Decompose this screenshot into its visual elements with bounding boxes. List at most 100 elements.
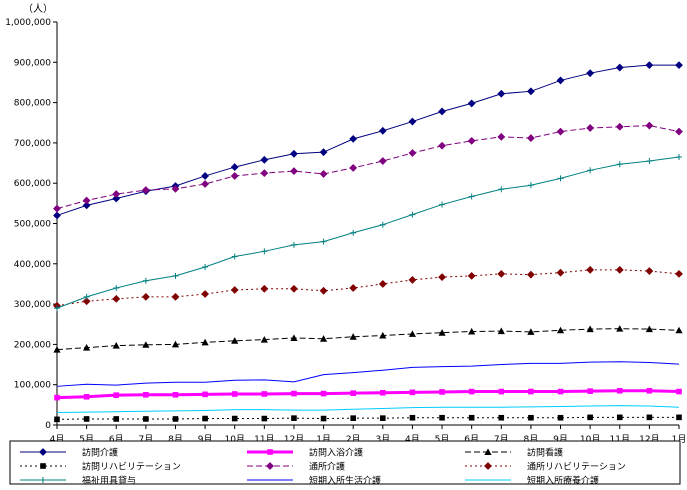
data-point [467,271,476,280]
legend-label: 短期入所生活介護 [309,475,381,487]
x-tick-label: 6月 [464,434,479,445]
y-unit-label: （人） [23,3,53,15]
data-point [498,388,505,395]
y-tick-label: 1,000,000 [5,18,51,28]
data-point [615,63,624,72]
data-point [350,415,356,421]
data-point [527,182,534,189]
data-point [378,280,387,288]
legend-item[interactable]: 福祉用具貸与 [20,475,136,487]
data-point [230,172,239,180]
data-point [587,167,594,174]
data-point [557,175,564,182]
legend-item[interactable]: 短期入所生活介護 [247,475,381,487]
legend-item[interactable]: 訪問リハビリテーション [20,461,181,473]
data-point [497,132,506,141]
x-tick-label: 7月 [138,434,153,445]
x-tick-label: 4月 [405,434,420,445]
data-point [675,269,683,278]
data-point [408,330,417,337]
data-point [526,134,535,142]
data-point [556,268,565,277]
series-訪問入浴介護 [54,387,682,401]
series-短期入所生活介護 [56,361,680,387]
x-tick-label: 9月 [198,434,213,445]
data-point [83,293,90,300]
legend-label: 福祉用具貸与 [82,475,136,487]
data-point [468,388,475,395]
data-point [320,238,327,245]
data-point [290,167,298,176]
series-通所リハビリテーション [53,265,683,310]
data-point [676,414,682,421]
legend-box [9,440,681,485]
legend-item[interactable]: 短期入所療養介護 [465,475,599,487]
data-point [143,416,149,422]
data-point [83,344,91,351]
x-tick-label: 11月 [610,434,630,445]
data-point [646,158,653,165]
data-point [676,388,682,395]
series-短期入所療養介護 [56,405,680,414]
data-point [231,337,239,344]
data-point [172,416,179,422]
x-tick-label: 12月 [284,434,304,445]
data-point [438,141,446,150]
y-tick-label: 400,000 [14,260,51,270]
data-point [54,394,60,401]
data-point [261,391,268,397]
data-point [230,163,239,171]
data-point [616,387,623,394]
data-point [409,389,416,396]
legend-item[interactable]: 訪問介護 [20,447,118,459]
data-point [320,390,327,397]
legend-label: 短期入所療養介護 [527,475,599,487]
data-point [468,414,475,421]
data-point [113,284,120,291]
series-訪問リハビリテーション [54,414,682,423]
data-point [498,414,505,421]
data-point [231,391,238,397]
data-point [40,477,46,483]
series-line [56,64,679,216]
series-line [56,389,680,400]
legend-label: 通所介護 [309,461,345,473]
data-point [408,149,417,157]
y-tick-label: 100,000 [14,381,51,391]
legend-item[interactable]: 訪問入浴介護 [247,447,363,459]
y-tick-label: 200,000 [14,340,51,350]
series-通所介護 [53,121,683,213]
data-point [201,180,210,188]
x-tick-label: 1月 [316,434,331,445]
data-point [260,169,269,178]
legend-item[interactable]: 通所介護 [247,461,345,473]
legend-item[interactable]: 通所リハビリテーション [465,462,626,473]
data-point [409,211,416,218]
data-point [379,331,387,339]
x-tick-label: 4月 [50,434,65,445]
data-point [587,414,593,421]
data-point [142,341,150,348]
data-point [82,201,91,210]
data-point [467,99,476,108]
data-point [53,211,61,220]
x-tick-label: 12月 [639,434,659,445]
data-point [378,126,387,135]
data-point [261,248,268,255]
data-point [616,414,623,421]
data-point [438,107,446,116]
data-point [616,325,624,332]
series-line [56,405,680,414]
data-point [439,414,445,421]
legend-item[interactable]: 訪問看護 [465,447,563,459]
series-訪問介護 [53,61,683,220]
x-tick-label: 1月 [672,434,687,445]
data-point [141,186,150,194]
data-point [230,286,239,294]
series-訪問看護 [53,325,683,353]
data-point [468,193,475,200]
data-point [350,229,357,236]
data-point [266,462,274,470]
